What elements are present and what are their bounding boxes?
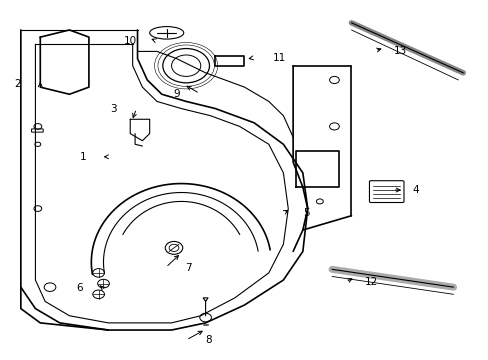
Text: 9: 9 [173, 89, 180, 99]
Text: 8: 8 [205, 335, 212, 345]
Text: 3: 3 [110, 104, 117, 113]
Text: 13: 13 [393, 46, 407, 56]
Text: 6: 6 [76, 283, 83, 293]
Text: 12: 12 [365, 277, 378, 287]
Text: 5: 5 [302, 208, 309, 218]
Text: 2: 2 [14, 78, 21, 89]
Text: 10: 10 [123, 36, 136, 46]
Text: 7: 7 [185, 262, 191, 273]
Text: 4: 4 [411, 185, 418, 195]
Text: 11: 11 [272, 53, 285, 63]
Text: 1: 1 [80, 152, 86, 162]
